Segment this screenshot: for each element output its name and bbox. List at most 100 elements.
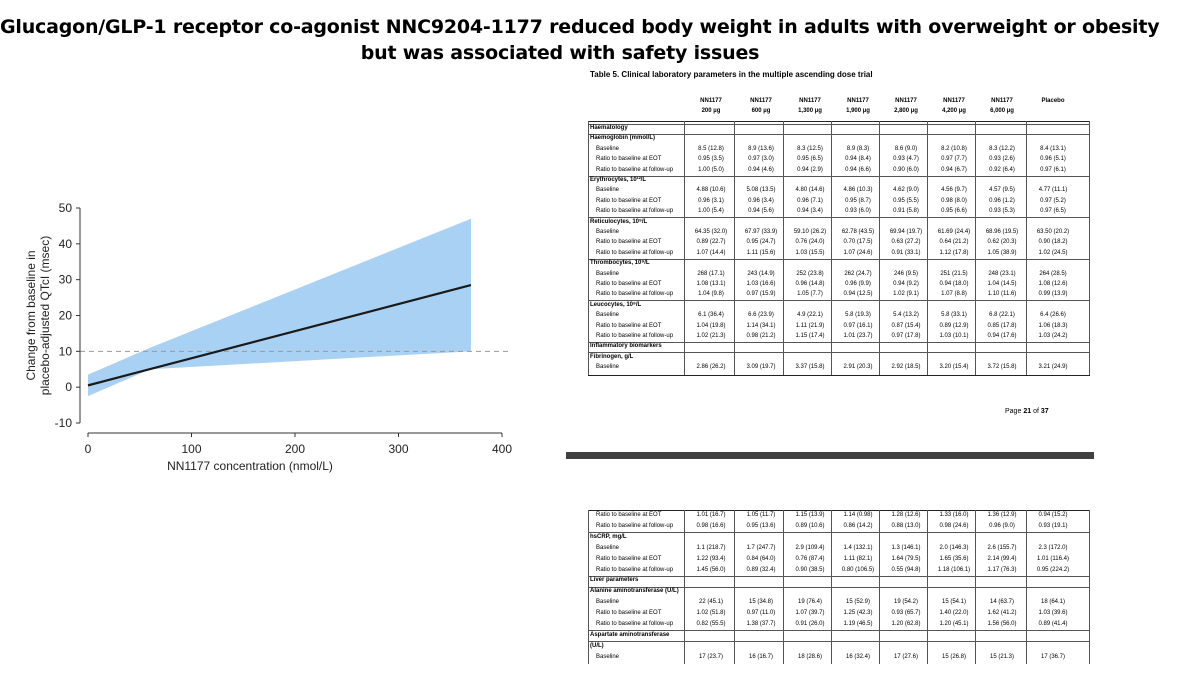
table-row: Ratio to baseline at EOT 1.02 (51.8) 0.97 … [588,609,1090,618]
table-cell: 8.6 (9.0) [894,145,918,152]
table-cell: 19 (76.4) [797,599,822,606]
table-cell: 264 (28.5) [1039,270,1067,277]
table-group-row: hsCRP, mg/L [588,533,1090,542]
row-label: Ratio to baseline at EOT [596,197,662,204]
table-cell: 0.93 (2.6) [989,156,1015,163]
table-cell: 0.95 (13.6) [746,522,776,529]
table-group-row: Erythrocytes, 10¹²/L [588,176,1090,185]
row-divider [588,123,1090,125]
table-row: Ratio to baseline at follow-up 1.00 (5.0)… [588,166,1090,175]
table-row: Ratio to baseline at EOT 0.95 (3.5) 0.97 (… [588,155,1090,164]
lab-parameters-table-continued: Ratio to baseline at EOT 1.01 (16.7) 1.05 … [588,510,1090,670]
row-divider [588,300,1090,302]
row-label: Ratio to baseline at follow-up [596,249,674,256]
table-cell: 1.36 (12.9) [987,512,1017,518]
table-cell: 1.08 (13.1) [696,281,726,287]
y-tick-label: 0 [65,380,72,394]
y-tick-label: -10 [55,416,73,430]
table-row: Ratio to baseline at EOT 1.22 (93.4) 0.84 … [588,555,1090,564]
row-label: Baseline [596,187,620,194]
table-cell: 0.84 (64.0) [746,555,776,562]
row-label: Liver parameters [590,577,639,584]
table-cell: 3.21 (24.9) [1038,364,1068,371]
column-divider [588,121,589,375]
table-cell: 1.05 (38.9) [987,249,1017,256]
y-tick-label: 30 [59,273,73,287]
table-section-row: Liver parameters [588,576,1090,585]
column-header-name: NN1177 [750,98,772,104]
row-label: Inflammatory biomarkers [590,343,662,350]
table-cell: 15 (21.3) [989,653,1014,660]
table-cell: 1.00 (5.4) [698,208,724,215]
table-cell: 0.96 (5.1) [1040,156,1066,163]
table-cell: 3.09 (19.7) [746,364,776,371]
table-cell: 59.10 (26.2) [793,229,827,235]
column-divider [1089,510,1090,664]
table-cell: 1.18 (106.1) [937,566,971,573]
table-cell: 3.72 (15.8) [987,364,1017,371]
table-cell: 0.96 (9.9) [845,281,871,287]
table-cell: 0.99 (13.9) [1038,291,1068,298]
row-label: Erythrocytes, 10¹²/L [590,177,647,183]
table-cell: 1.03 (39.6) [1038,610,1068,617]
table-cell: 0.96 (3.4) [748,197,774,204]
table-cell: 2.91 (20.3) [843,364,873,371]
row-label: Ratio to baseline at EOT [596,512,662,518]
column-divider [879,510,880,664]
column-header-dose: 2,800 µg [894,108,918,114]
row-divider [588,575,1090,577]
row-label: Haematology [590,125,628,131]
table-row: Ratio to baseline at EOT 1.01 (16.7) 1.05 … [588,511,1090,520]
table-cell: 0.97 (7.7) [941,156,967,163]
column-divider [1026,121,1027,375]
table-cell: 1.06 (18.3) [1038,322,1068,329]
table-cell: 14 (63.7) [989,599,1014,606]
table-cell: 1.56 (56.0) [987,621,1017,627]
table-cell: 0.97 (16.1) [843,322,873,329]
page-prefix: Page [1005,408,1022,415]
table-cell: 61.69 (24.4) [937,229,971,235]
row-label: Ratio to baseline at follow-up [596,522,674,529]
table-row: Ratio to baseline at EOT 0.96 (3.1) 0.96 (… [588,197,1090,206]
table-cell: 17 (23.7) [698,653,723,660]
table-cell: 0.92 (6.4) [989,166,1015,173]
row-label: Baseline [596,270,620,277]
table-row: Baseline 64.35 (32.0) 67.97 (33.9) 59.10 (2… [588,228,1090,237]
table-cell: 1.05 (7.7) [797,291,823,298]
table-row: Baseline 268 (17.1) 243 (14.9) 252 (23.8) 26… [588,270,1090,279]
table-cell: 1.07 (14.4) [696,249,726,256]
table-cell: 1.04 (19.8) [696,322,726,329]
table-row: Baseline 17 (23.7) 16 (16.7) 18 (28.6) 16 (3… [588,653,1090,662]
table-cell: 8.3 (12.5) [797,145,823,152]
column-header-name: NN1177 [847,98,869,104]
table-cell: 2.14 (99.4) [987,555,1017,562]
table-cell: 2.6 (155.7) [987,544,1017,551]
table-group-row: Leucocytes, 10⁹/L [588,301,1090,310]
table-cell: 4.80 (14.6) [795,187,825,194]
table-cell: 8.5 (12.8) [698,145,724,152]
row-divider [588,630,1090,632]
table-cell: 0.86 (14.2) [843,522,873,529]
table-cell: 1.01 (23.7) [843,333,873,339]
table-row: Ratio to baseline at follow-up 1.02 (21.3… [588,332,1090,341]
table-cell: 1.25 (42.3) [843,610,873,617]
column-header-dose: 600 µg [751,108,771,114]
table-cell: 262 (24.7) [844,270,872,277]
table-cell: 0.90 (18.2) [1038,239,1068,246]
row-divider [588,258,1090,260]
table-cell: 0.95 (224.2) [1036,566,1070,573]
column-header-name: NN1177 [895,98,917,104]
table-cell: 0.94 (15.2) [1038,512,1068,518]
row-label: Ratio to baseline at EOT [596,610,662,617]
table-row: Baseline 2.86 (26.2) 3.09 (19.7) 3.37 (15.8… [588,363,1090,372]
lab-parameters-table: NN1177 200 µg NN1177 600 µg NN1177 1,300 µg NN… [588,96,1090,396]
qtc-concentration-chart: -10 0 10 20 30 40 50 0 100 200 300 400 NN1177 concen… [24,201,512,473]
table-cell: 4.57 (9.5) [989,187,1015,194]
table-cell: 4.77 (11.1) [1038,187,1068,194]
table-cell: 16 (32.4) [845,653,870,660]
table-cell: 8.3 (12.2) [989,145,1015,152]
table-cell: 0.91 (33.1) [891,249,921,256]
column-divider [734,121,735,375]
row-label: Ratio to baseline at follow-up [596,166,674,173]
column-divider [684,510,685,664]
